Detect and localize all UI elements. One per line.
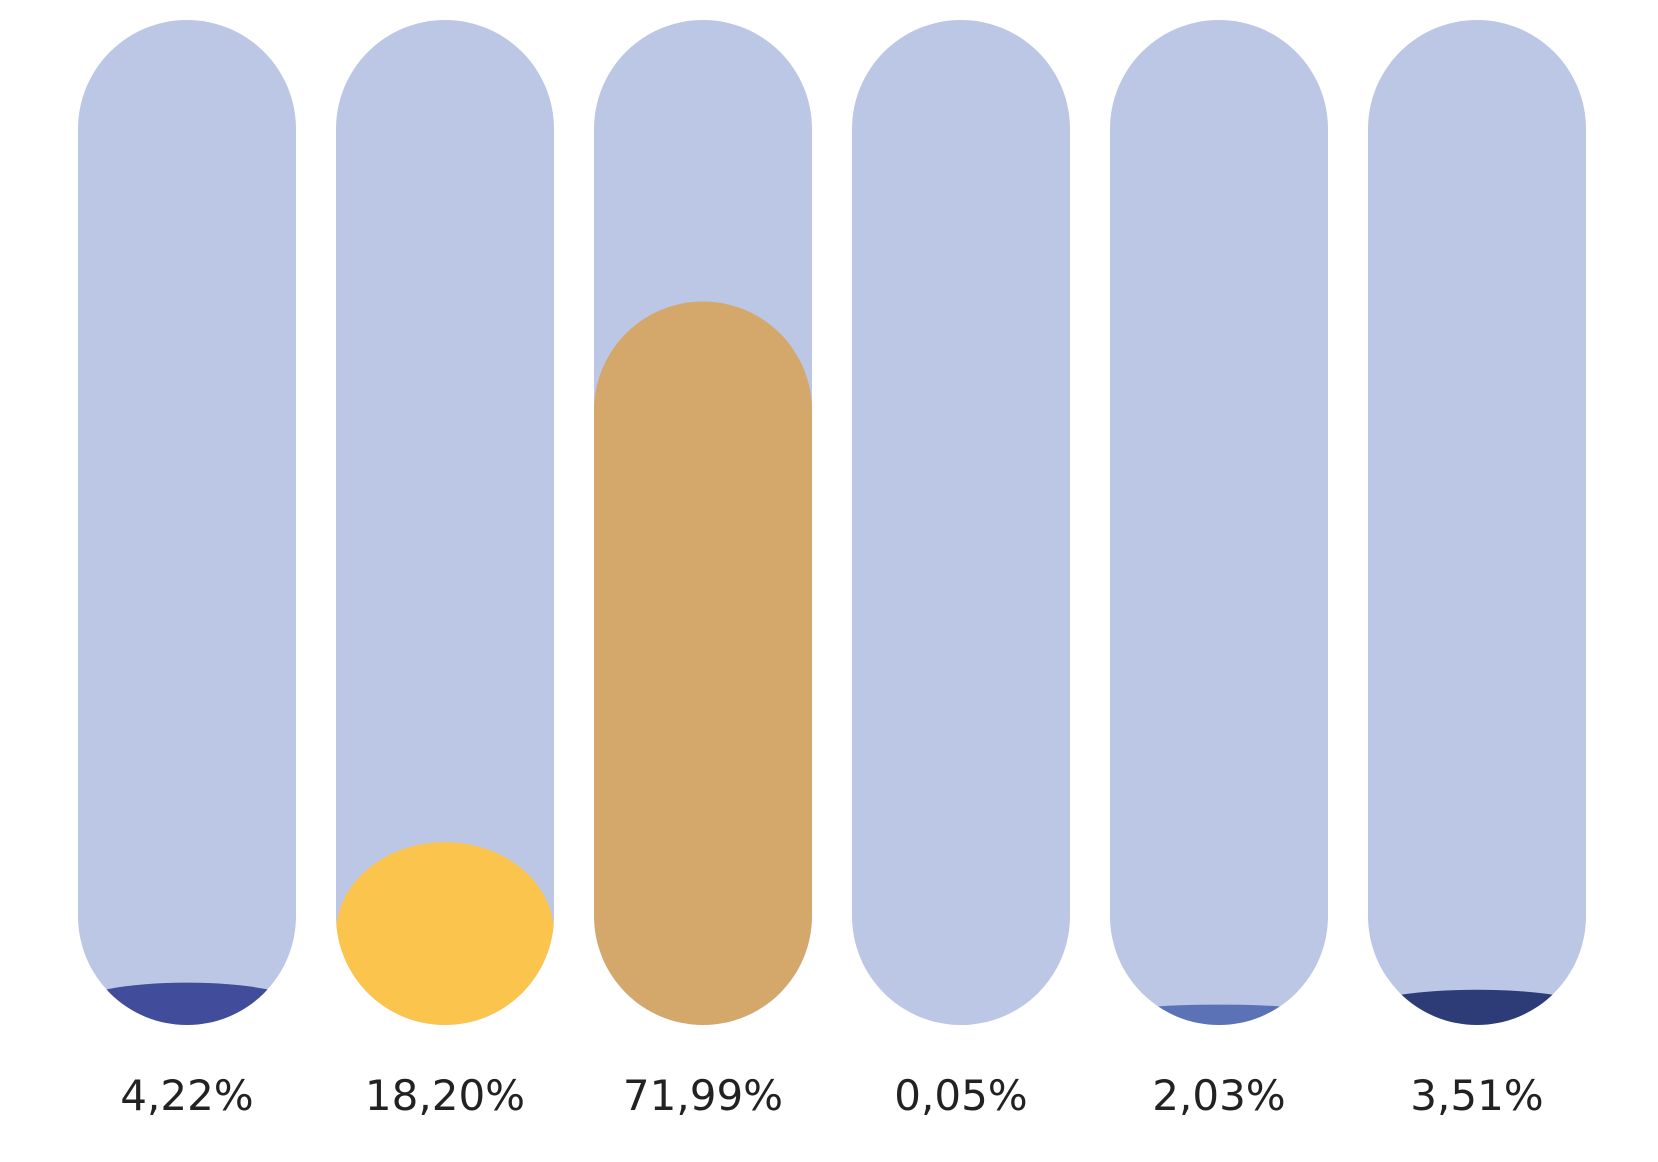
bar-fill-1 [78,982,296,1025]
value-label-2: 18,20% [365,1071,525,1120]
bars-group [78,20,1586,1025]
bar-track-4 [852,20,1070,1025]
bar-fill-2 [336,842,554,1025]
value-label-3: 71,99% [623,1071,783,1120]
bar-track-6 [1368,20,1586,1025]
value-label-4: 0,05% [894,1071,1027,1120]
bar-track-1 [78,20,296,1025]
value-label-6: 3,51% [1410,1071,1543,1120]
bar-fill-4 [852,1024,1070,1025]
bar-track-5 [1110,20,1328,1025]
value-label-1: 4,22% [120,1071,253,1120]
bar-track-2 [336,20,554,1025]
bar-fill-6 [1368,989,1586,1025]
value-label-5: 2,03% [1152,1071,1285,1120]
labels-group: 4,22% 18,20% 71,99% 0,05% 2,03% 3,51% [120,1071,1543,1120]
bar-fill-3 [594,301,812,1025]
bar-fill-5 [1110,1004,1328,1025]
